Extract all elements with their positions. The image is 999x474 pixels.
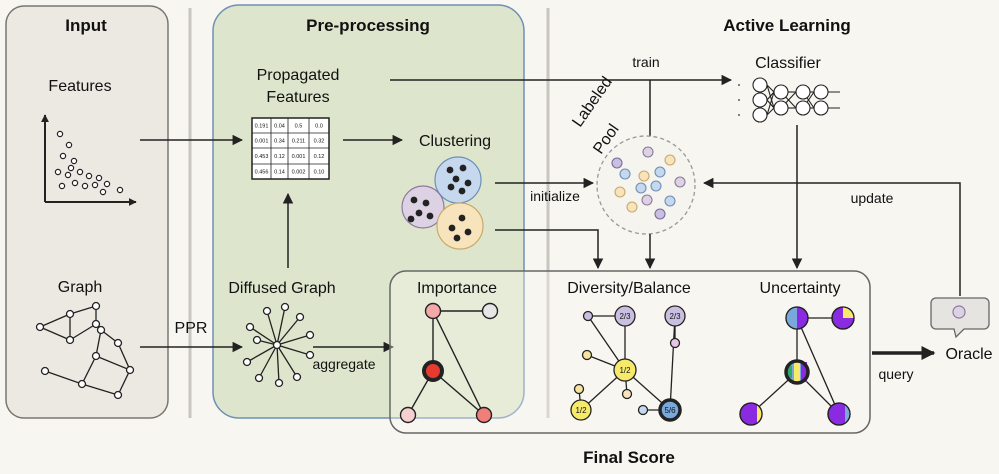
matrix-cell: 0.0 (315, 124, 323, 130)
features-label: Features (48, 78, 111, 95)
update-label: update (851, 190, 894, 206)
matrix-cell: 0.191 (255, 124, 269, 130)
header-input: Input (65, 16, 107, 35)
propagated-features-label-line1: Propagated (257, 67, 340, 84)
matrix-cell: 0.002 (292, 170, 306, 176)
clusters-icon (401, 156, 484, 250)
classifier-label: Classifier (755, 55, 821, 72)
diffused-graph-label: Diffused Graph (228, 280, 335, 297)
diversity-fraction-d: 1/2 (575, 406, 587, 415)
matrix-cell: 0.10 (314, 170, 325, 176)
diffused-graph-icon (242, 302, 315, 388)
header-active-learning: Active Learning (723, 16, 851, 35)
clusters-to-diversity-arrow (495, 229, 604, 270)
update-arrow (702, 177, 961, 296)
final-score-box (389, 270, 871, 434)
matrix-cell: 0.456 (255, 170, 269, 176)
matrix-cell: 0.12 (274, 154, 285, 160)
matrix-cell: 0.14 (274, 170, 285, 176)
clustering-label: Clustering (419, 133, 491, 150)
uncertainty-label: Uncertainty (760, 280, 841, 297)
final-score-label: Final Score (583, 448, 675, 467)
train-label: train (632, 54, 659, 70)
oracle-speech-bubble-icon (930, 297, 990, 339)
matrix-cell: 0.32 (314, 139, 325, 145)
initialize-label: initialize (530, 188, 580, 204)
diversity-balance-label: Diversity/Balance (567, 280, 691, 297)
importance-label: Importance (417, 280, 497, 297)
input-panel (5, 5, 169, 419)
labeled-pool-icon (596, 135, 696, 235)
matrix-cell: 0.04 (274, 124, 285, 130)
classifier-network-icon (738, 77, 840, 123)
diversity-fraction-c: 1/2 (619, 366, 631, 375)
propagated-features-matrix: 0.191 0.04 0.5 0.0 0.001 0.34 0.211 0.32 0.453 0.… (251, 117, 330, 180)
features-scatter-icon (41, 114, 137, 206)
matrix-cell: 0.12 (314, 154, 325, 160)
matrix-cell: 0.001 (292, 154, 306, 160)
query-label: query (878, 366, 913, 382)
matrix-cell: 0.34 (274, 139, 285, 145)
input-graph-icon (35, 301, 135, 400)
matrix-cell: 0.453 (255, 154, 269, 160)
preprocessing-panel (212, 4, 525, 419)
diversity-fraction-b: 2/3 (669, 312, 681, 321)
importance-graph (399, 302, 499, 424)
propagated-features-label-line2: Features (266, 89, 329, 106)
oracle-label: Oracle (945, 346, 992, 363)
header-preprocessing: Pre-processing (306, 16, 430, 35)
ppr-label: PPR (175, 320, 208, 337)
aggregate-label: aggregate (312, 356, 375, 372)
matrix-cell: 0.211 (292, 139, 305, 145)
diversity-graph (570, 305, 686, 422)
diversity-fraction-e: 5/6 (664, 406, 676, 415)
matrix-cell: 0.5 (295, 124, 303, 130)
graph-label: Graph (58, 279, 102, 296)
matrix-cell: 0.001 (255, 139, 269, 145)
diversity-fraction-a: 2/3 (619, 312, 631, 321)
uncertainty-graph (739, 306, 855, 426)
